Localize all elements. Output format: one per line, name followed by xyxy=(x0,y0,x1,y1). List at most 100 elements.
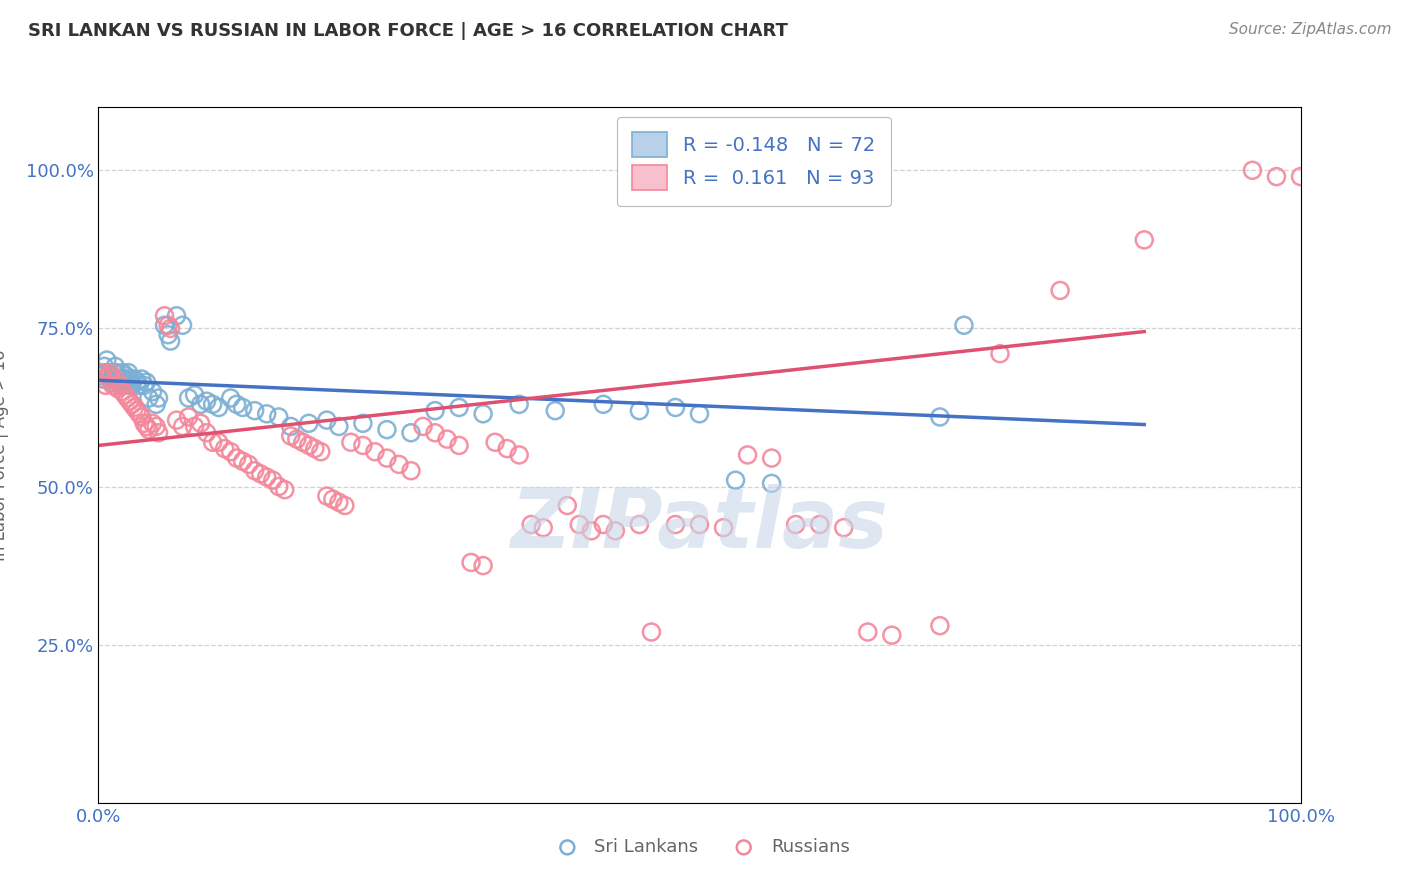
Point xyxy=(880,628,903,642)
Point xyxy=(157,327,180,342)
Point xyxy=(605,524,627,538)
Point xyxy=(131,409,153,424)
Point xyxy=(568,517,591,532)
Point xyxy=(195,425,218,440)
Point xyxy=(128,378,150,392)
Point xyxy=(761,451,783,466)
Point xyxy=(399,464,422,478)
Point xyxy=(484,435,506,450)
Point xyxy=(125,375,148,389)
Point xyxy=(508,397,530,411)
Point xyxy=(153,309,176,323)
Point xyxy=(135,419,157,434)
Point xyxy=(135,375,157,389)
Point xyxy=(108,378,131,392)
Point xyxy=(628,403,651,417)
Point xyxy=(97,368,120,383)
Point xyxy=(118,372,141,386)
Point xyxy=(98,366,121,380)
Point xyxy=(91,372,114,386)
Text: SRI LANKAN VS RUSSIAN IN LABOR FORCE | AGE > 16 CORRELATION CHART: SRI LANKAN VS RUSSIAN IN LABOR FORCE | A… xyxy=(28,22,787,40)
Point xyxy=(291,435,314,450)
Point xyxy=(159,334,181,348)
Point xyxy=(208,435,231,450)
Point xyxy=(352,417,374,431)
Point xyxy=(423,425,446,440)
Point xyxy=(544,403,567,417)
Point xyxy=(412,419,434,434)
Legend: Sri Lankans, Russians: Sri Lankans, Russians xyxy=(543,831,856,863)
Point xyxy=(628,517,651,532)
Point xyxy=(808,517,831,532)
Point xyxy=(195,394,218,409)
Point xyxy=(232,401,254,415)
Text: Source: ZipAtlas.com: Source: ZipAtlas.com xyxy=(1229,22,1392,37)
Point xyxy=(322,492,344,507)
Point xyxy=(104,372,127,386)
Point xyxy=(110,378,132,392)
Point xyxy=(243,464,266,478)
Point xyxy=(124,372,146,386)
Point xyxy=(111,366,134,380)
Point xyxy=(689,517,711,532)
Point xyxy=(304,442,326,456)
Point xyxy=(785,517,807,532)
Point xyxy=(96,353,118,368)
Point xyxy=(333,499,356,513)
Point xyxy=(298,417,321,431)
Point xyxy=(1049,284,1071,298)
Point xyxy=(581,524,603,538)
Point xyxy=(105,366,128,380)
Point xyxy=(111,384,134,399)
Point xyxy=(132,417,155,431)
Point xyxy=(107,382,129,396)
Point xyxy=(375,423,398,437)
Point xyxy=(100,372,122,386)
Point xyxy=(201,397,224,411)
Point xyxy=(114,388,136,402)
Point xyxy=(447,438,470,452)
Point xyxy=(285,432,308,446)
Point xyxy=(101,378,124,392)
Text: ZIPatlas: ZIPatlas xyxy=(510,484,889,565)
Point xyxy=(97,368,120,383)
Point xyxy=(472,558,495,573)
Point xyxy=(159,321,181,335)
Point xyxy=(104,359,127,374)
Point xyxy=(117,366,139,380)
Point xyxy=(267,479,290,493)
Point xyxy=(592,517,614,532)
Point xyxy=(148,391,170,405)
Point xyxy=(447,401,470,415)
Point xyxy=(280,429,302,443)
Point xyxy=(145,419,167,434)
Point xyxy=(120,378,142,392)
Point xyxy=(131,372,153,386)
Point xyxy=(90,366,112,380)
Point xyxy=(153,318,176,333)
Point xyxy=(274,483,297,497)
Point xyxy=(531,521,554,535)
Point xyxy=(183,388,205,402)
Point xyxy=(190,417,212,431)
Point xyxy=(352,438,374,452)
Point xyxy=(118,394,141,409)
Point xyxy=(1265,169,1288,184)
Point xyxy=(256,407,278,421)
Point xyxy=(208,401,231,415)
Point xyxy=(267,409,290,424)
Point xyxy=(121,397,143,411)
Point xyxy=(1241,163,1264,178)
Point xyxy=(93,359,115,374)
Point xyxy=(166,309,188,323)
Point xyxy=(225,451,247,466)
Point xyxy=(928,618,950,632)
Point xyxy=(114,378,136,392)
Point xyxy=(108,372,131,386)
Point xyxy=(555,499,578,513)
Point xyxy=(138,423,160,437)
Point xyxy=(128,407,150,421)
Point xyxy=(832,521,855,535)
Point xyxy=(315,413,337,427)
Y-axis label: In Labor Force | Age > 16: In Labor Force | Age > 16 xyxy=(0,349,8,561)
